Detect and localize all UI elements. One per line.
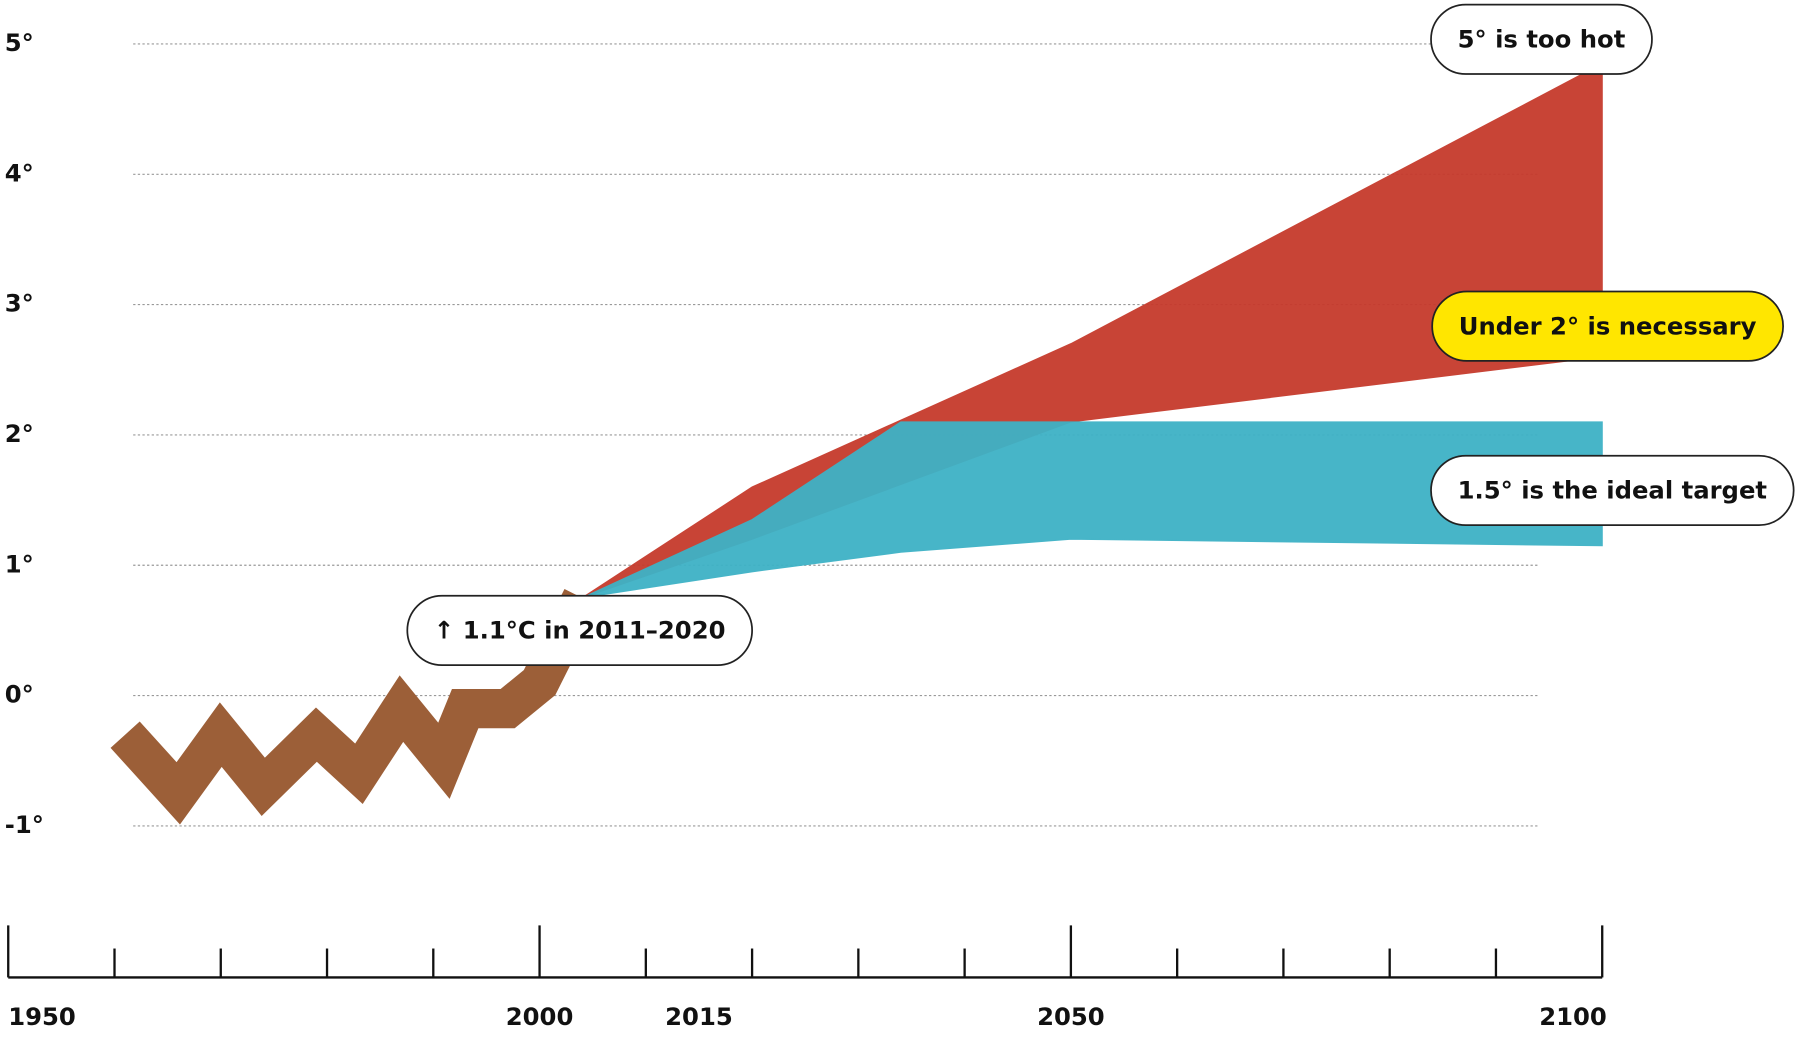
x-tick-label: 2000 (506, 1002, 574, 1031)
y-tick-label: -1° (5, 810, 44, 839)
x-tick-label: 1950 (8, 1002, 76, 1031)
annotation-box (1431, 290, 1784, 362)
annotation-text: 5° is too hot (1458, 24, 1626, 53)
x-tick-label: 2100 (1539, 1002, 1607, 1031)
y-tick-label: 1° (5, 549, 34, 578)
annotation: 5° is too hot (1430, 3, 1653, 75)
x-tick-label: 2015 (665, 1002, 733, 1031)
historical-line (110, 589, 600, 825)
y-tick-label: 2° (5, 419, 34, 448)
annotation-text: ↑ 1.1°C in 2011–2020 (434, 616, 726, 645)
annotation-box (406, 594, 753, 666)
y-tick-label: 4° (5, 158, 34, 187)
annotation: Under 2° is necessary (1431, 290, 1784, 362)
y-tick-label: 3° (5, 289, 34, 318)
y-tick-label: 5° (5, 28, 34, 57)
x-tick-label: 2050 (1037, 1002, 1105, 1031)
annotation-box (1430, 3, 1653, 75)
annotation: ↑ 1.1°C in 2011–2020 (406, 594, 753, 666)
annotation-text: 1.5° is the ideal target (1458, 476, 1768, 505)
annotation-box (1430, 454, 1795, 527)
y-tick-label: 0° (5, 680, 34, 709)
annotation-text: Under 2° is necessary (1459, 311, 1757, 340)
annotation: 1.5° is the ideal target (1430, 454, 1795, 527)
